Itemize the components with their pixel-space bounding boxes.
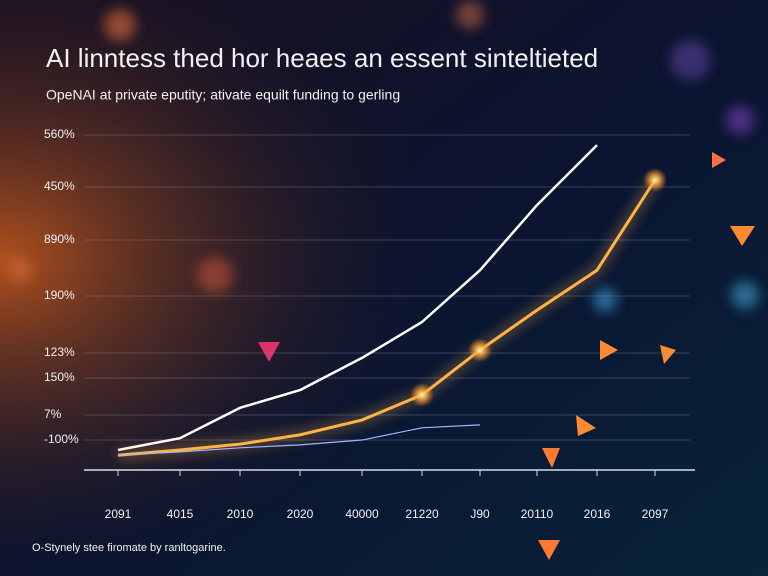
y-axis-label: 560% bbox=[44, 127, 75, 141]
x-tick-label: 2097 bbox=[642, 507, 669, 521]
x-tick-label: 20110 bbox=[521, 507, 554, 521]
y-axis-label: 190% bbox=[44, 288, 75, 302]
y-axis-label: -100% bbox=[44, 432, 79, 446]
chart-title: AI linntess thed hor heaes an essent sin… bbox=[46, 43, 598, 73]
series-line bbox=[117, 179, 657, 457]
glow-point bbox=[643, 167, 667, 192]
x-tick-label: 2091 bbox=[105, 507, 132, 521]
x-tick-label: 40000 bbox=[345, 507, 379, 521]
x-tick-label: 4015 bbox=[167, 507, 194, 521]
y-axis-label: 123% bbox=[44, 345, 75, 359]
y-axis-label: 150% bbox=[44, 370, 75, 384]
chart-subtitle: OpeNAI at private eputity; ativate equil… bbox=[46, 87, 400, 103]
y-axis-label: 890% bbox=[44, 232, 75, 246]
bokeh bbox=[8, 1, 759, 312]
x-tick-label: 2016 bbox=[584, 507, 611, 521]
glow-point bbox=[468, 338, 492, 363]
x-tick-label: J90 bbox=[470, 507, 490, 521]
series-line bbox=[117, 144, 598, 452]
decor-triangles bbox=[258, 152, 755, 560]
x-tick-label: 2010 bbox=[227, 507, 254, 521]
footnote: O-Stynely stee firomate by ranltogarine. bbox=[32, 542, 226, 554]
y-axis-label: 7% bbox=[44, 407, 62, 421]
series-line bbox=[117, 424, 481, 456]
x-tick-label: 21220 bbox=[405, 507, 439, 521]
x-tick-label: 2020 bbox=[287, 507, 314, 521]
glow-point bbox=[410, 382, 434, 407]
y-axis-label: 450% bbox=[44, 179, 75, 193]
